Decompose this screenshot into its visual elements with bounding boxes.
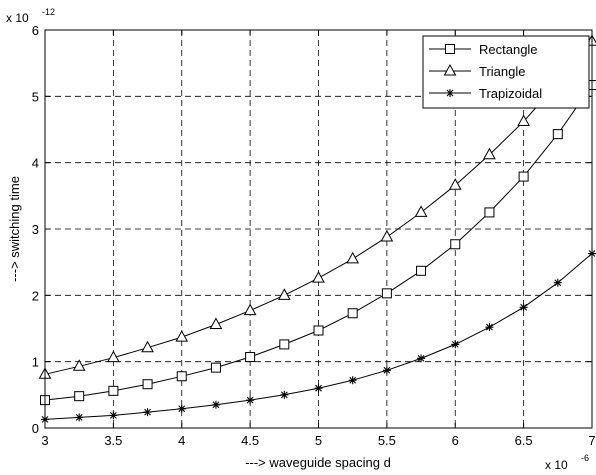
point-rectangle xyxy=(210,362,221,373)
point-rectangle xyxy=(142,379,153,390)
x-tick-label: 5 xyxy=(315,433,322,448)
point-triangle xyxy=(107,350,120,363)
point-triangle xyxy=(380,229,394,242)
point-triangle xyxy=(517,114,530,127)
y-tick-label: 4 xyxy=(32,156,39,171)
point-rectangle xyxy=(176,371,187,382)
point-triangle xyxy=(72,359,86,371)
point-trapizoidal xyxy=(451,340,460,349)
x-tick-label: 4.5 xyxy=(241,433,259,448)
point-trapizoidal xyxy=(280,390,289,399)
point-triangle xyxy=(448,178,462,190)
legend: Rectangle Triangle Trapizoidal xyxy=(422,35,590,109)
point-trapizoidal xyxy=(75,413,84,422)
point-triangle xyxy=(141,340,154,353)
x-axis-label: ---> waveguide spacing d xyxy=(245,455,391,470)
y-tick-label: 6 xyxy=(32,23,39,38)
y-exponent-base: x 10 xyxy=(6,11,29,25)
point-trapizoidal xyxy=(348,376,357,385)
point-triangle xyxy=(175,330,189,342)
point-triangle xyxy=(483,147,496,160)
point-trapizoidal xyxy=(211,400,220,409)
x-tick-label: 7 xyxy=(588,433,595,448)
legend-marker-trapizoidal xyxy=(446,89,454,97)
y-tick-label: 3 xyxy=(32,222,39,237)
point-trapizoidal xyxy=(519,303,528,312)
point-rectangle xyxy=(347,308,358,319)
point-triangle xyxy=(414,205,428,217)
point-rectangle xyxy=(108,385,119,396)
point-rectangle xyxy=(552,129,563,140)
point-triangle xyxy=(277,288,291,300)
point-rectangle xyxy=(245,352,256,363)
point-triangle xyxy=(346,251,360,264)
y-tick-label: 0 xyxy=(32,421,39,436)
point-trapizoidal xyxy=(485,323,494,332)
y-axis-label: ---> switching time xyxy=(7,176,22,282)
point-rectangle xyxy=(279,339,290,350)
point-rectangle xyxy=(313,325,324,336)
y-tick-label: 1 xyxy=(32,355,39,370)
point-rectangle xyxy=(518,171,529,182)
point-trapizoidal xyxy=(177,404,186,413)
point-trapizoidal xyxy=(109,411,118,420)
x-exponent-power: -6 xyxy=(581,453,589,463)
x-tick-label: 3 xyxy=(41,433,48,448)
legend-marker-triangle xyxy=(443,63,457,76)
y-exponent-power: -12 xyxy=(42,7,55,17)
plot-series xyxy=(38,34,596,424)
point-trapizoidal xyxy=(553,278,562,287)
x-tick-label: 6 xyxy=(452,433,459,448)
point-trapizoidal xyxy=(143,408,152,417)
legend-marker-rectangle xyxy=(445,44,455,54)
point-rectangle xyxy=(484,207,495,218)
axis-ticks: 3 3.5 4 4.5 5 5.5 6 6.5 7 0 1 2 3 4 5 6 xyxy=(32,23,596,448)
legend-label-rectangle: Rectangle xyxy=(479,42,538,57)
x-exponent-base: x 10 xyxy=(545,458,568,472)
point-triangle xyxy=(243,303,257,316)
point-trapizoidal xyxy=(382,366,391,375)
legend-label-triangle: Triangle xyxy=(479,64,525,79)
point-rectangle xyxy=(416,265,427,276)
point-trapizoidal xyxy=(314,384,323,393)
x-tick-label: 3.5 xyxy=(104,433,122,448)
x-tick-label: 6.5 xyxy=(515,433,533,448)
x-tick-label: 5.5 xyxy=(378,433,396,448)
x-tick-label: 4 xyxy=(178,433,185,448)
y-tick-label: 2 xyxy=(32,288,39,303)
legend-label-trapizoidal: Trapizoidal xyxy=(479,86,542,101)
point-triangle xyxy=(312,271,325,283)
point-rectangle xyxy=(381,288,392,299)
point-trapizoidal xyxy=(417,354,426,363)
point-triangle xyxy=(209,317,223,330)
point-rectangle xyxy=(74,391,85,402)
y-tick-label: 5 xyxy=(32,89,39,104)
point-trapizoidal xyxy=(246,396,255,405)
point-rectangle xyxy=(450,239,461,250)
